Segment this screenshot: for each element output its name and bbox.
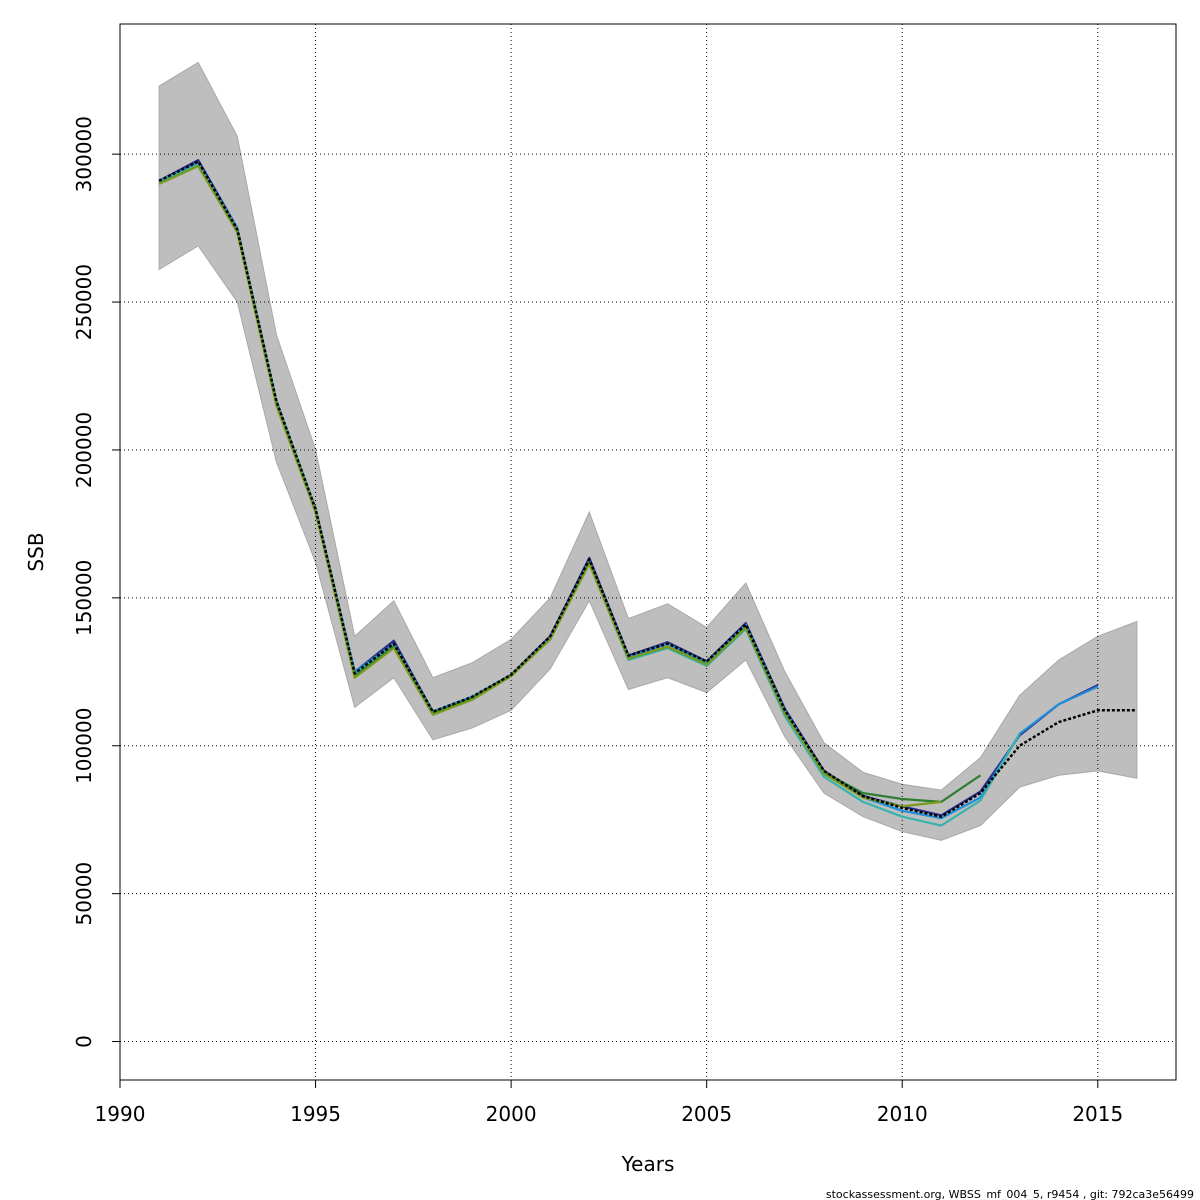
y-axis: 0 50000 100000 150000 200000 250000 300000	[72, 116, 121, 1048]
series-line-3	[158, 163, 1021, 827]
y-tick-label-150000: 150000	[72, 560, 96, 636]
y-tick-label-200000: 200000	[72, 412, 96, 488]
series-line-main	[158, 160, 1137, 818]
y-axis-title: SSB	[24, 532, 48, 571]
y-tick-label-0: 0	[72, 1035, 96, 1048]
y-tick-label-50000: 50000	[72, 862, 96, 926]
series-line-4	[158, 164, 982, 803]
y-tick-label-100000: 100000	[72, 708, 96, 784]
confidence-band	[158, 61, 1138, 841]
x-axis-title: Years	[621, 1152, 675, 1176]
y-tick-label-250000: 250000	[72, 264, 96, 340]
series-layer	[158, 159, 1137, 827]
confidence-band-layer	[158, 61, 1138, 841]
series-line-5	[158, 164, 942, 808]
x-tick-label-1995: 1995	[290, 1102, 341, 1126]
x-tick-label-2015: 2015	[1072, 1102, 1123, 1126]
x-tick-label-2010: 2010	[877, 1102, 928, 1126]
x-tick-label-2005: 2005	[681, 1102, 732, 1126]
y-tick-label-300000: 300000	[72, 116, 96, 192]
footer-credit: stockassessment.org, WBSS_mf_004_5, r945…	[826, 1188, 1194, 1200]
plot-frame	[119, 23, 1177, 1081]
x-tick-label-1990: 1990	[95, 1102, 146, 1126]
x-tick-label-2000: 2000	[486, 1102, 537, 1126]
x-axis: 1990 1995 2000 2005 2010 2015	[95, 1079, 1123, 1126]
grid-layer	[120, 24, 1176, 1080]
